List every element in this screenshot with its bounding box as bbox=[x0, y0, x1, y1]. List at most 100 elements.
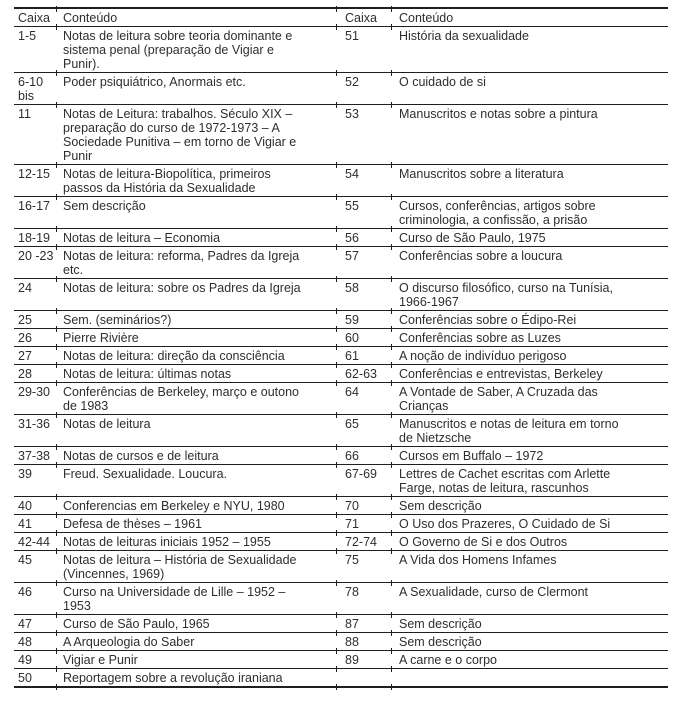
table-row: 40 Conferencias em Berkeley e NYU, 1980 70… bbox=[14, 493, 668, 515]
content-cell: Notas de leitura – História de Sexualida… bbox=[56, 547, 337, 583]
box-number-cell: 29-30 bbox=[18, 385, 50, 399]
box-number-cell: 64 bbox=[336, 379, 392, 415]
box-number-cell: 37-38 bbox=[18, 449, 50, 463]
table-row: 25 Sem. (seminários?) 59 Conferências sobre… bbox=[14, 307, 668, 329]
table-row: 42-44 Notas de leituras iniciais 1952 – 1… bbox=[14, 529, 668, 551]
table-row: 37-38 Notas de cursos e de leitura 66 Curso… bbox=[14, 443, 668, 465]
box-number-cell: 58 bbox=[336, 275, 392, 311]
content-cell: O Governo de Si e dos Outros bbox=[391, 529, 668, 551]
box-number-cell: 71 bbox=[336, 511, 392, 533]
box-number-cell: 31-36 bbox=[18, 417, 50, 431]
table-row: 49 Vigiar e Punir 89 A carne e o corpo bbox=[14, 647, 668, 669]
archive-table: Caixa Conteúdo Caixa Conteúdo 1-5 Notas d… bbox=[14, 5, 668, 689]
content-cell: Sem descrição bbox=[56, 193, 337, 229]
table-row: 1-5 Notas de leitura sobre teoria dominan… bbox=[14, 23, 668, 73]
content-cell: Freud. Sexualidade. Loucura. bbox=[56, 461, 337, 497]
box-number-cell: 88 bbox=[336, 629, 392, 651]
box-number-cell: 72-74 bbox=[336, 529, 392, 551]
box-number-cell: 16-17 bbox=[18, 199, 50, 213]
content-cell: Sem descrição bbox=[391, 493, 668, 515]
content-cell: Curso de São Paulo, 1965 bbox=[56, 611, 337, 633]
box-number-cell: 12-15 bbox=[18, 167, 50, 181]
table-row: 27 Notas de leitura: direção da consciênc… bbox=[14, 343, 668, 365]
table-row: 39 Freud. Sexualidade. Loucura. 67-69 Lettr… bbox=[14, 461, 668, 497]
box-number-cell: 48 bbox=[18, 635, 32, 649]
box-number-cell: 60 bbox=[336, 325, 392, 347]
content-cell: Manuscritos sobre a literatura bbox=[391, 161, 668, 197]
box-number-cell: 46 bbox=[18, 585, 32, 599]
box-number-cell: 49 bbox=[18, 653, 32, 667]
box-number-cell: 54 bbox=[336, 161, 392, 197]
box-number-cell: 70 bbox=[336, 493, 392, 515]
box-number-cell: 66 bbox=[336, 443, 392, 465]
box-number-cell: 28 bbox=[18, 367, 32, 381]
table-row: 20 -23 Notas de leitura: reforma, Padres … bbox=[14, 243, 668, 279]
box-number-cell: 27 bbox=[18, 349, 32, 363]
content-cell: Notas de leituras iniciais 1952 – 1955 bbox=[56, 529, 337, 551]
content-cell: Notas de leitura: últimas notas bbox=[56, 361, 337, 383]
content-cell: A Sexualidade, curso de Clermont bbox=[391, 579, 668, 615]
table-row: 12-15 Notas de leitura-Biopolítica, prime… bbox=[14, 161, 668, 197]
box-number-cell: 57 bbox=[336, 243, 392, 279]
content-cell: Pierre Rivière bbox=[56, 325, 337, 347]
content-cell: Notas de cursos e de leitura bbox=[56, 443, 337, 465]
content-cell: Cursos em Buffalo – 1972 bbox=[391, 443, 668, 465]
content-cell: Conferências sobre a loucura bbox=[391, 243, 668, 279]
content-cell: A Vontade de Saber, A Cruzada das Crianç… bbox=[391, 379, 668, 415]
content-cell: Defesa de thèses – 1961 bbox=[56, 511, 337, 533]
table-row: 31-36 Notas de leitura 65 Manuscritos e not… bbox=[14, 411, 668, 447]
content-cell: História da sexualidade bbox=[391, 23, 668, 73]
box-number-cell: 11 bbox=[18, 107, 31, 121]
content-cell: O Uso dos Prazeres, O Cuidado de Si bbox=[391, 511, 668, 533]
content-cell: Conferências sobre o Édipo-Rei bbox=[391, 307, 668, 329]
content-cell: Notas de leitura: sobre os Padres da Igr… bbox=[56, 275, 337, 311]
content-cell: Poder psiquiátrico, Anormais etc. bbox=[56, 69, 337, 105]
table-row: 16-17 Sem descrição 55 Cursos, conferências… bbox=[14, 193, 668, 229]
table-row: 28 Notas de leitura: últimas notas 62-63 Co… bbox=[14, 361, 668, 383]
box-number-cell: 47 bbox=[18, 617, 32, 631]
table-row: 45 Notas de leitura – História de Sexuali… bbox=[14, 547, 668, 583]
content-cell: Sem descrição bbox=[391, 611, 668, 633]
box-number-cell: 62-63 bbox=[336, 361, 392, 383]
content-cell: O discurso filosófico, curso na Tunísia,… bbox=[391, 275, 668, 311]
content-cell: Conferências e entrevistas, Berkeley bbox=[391, 361, 668, 383]
box-number-cell: 1-5 bbox=[18, 29, 37, 43]
content-cell: A Vida dos Homens Infames bbox=[391, 547, 668, 583]
content-cell: Cursos, conferências, artigos sobre crim… bbox=[391, 193, 668, 229]
box-number-cell: 65 bbox=[336, 411, 392, 447]
content-cell: Reportagem sobre a revolução iraniana bbox=[56, 665, 337, 689]
content-cell: Curso na Universidade de Lille – 1952 – … bbox=[56, 579, 337, 615]
content-cell bbox=[391, 665, 668, 689]
box-number-cell: 55 bbox=[336, 193, 392, 229]
box-number-cell: 53 bbox=[336, 101, 392, 165]
content-cell: Notas de leitura – Economia bbox=[56, 225, 337, 247]
content-cell: Notas de leitura sobre teoria dominante … bbox=[56, 23, 337, 73]
box-number-cell: 51 bbox=[336, 23, 392, 73]
box-number-cell bbox=[336, 665, 392, 689]
content-cell: Vigiar e Punir bbox=[56, 647, 337, 669]
box-number-cell: 40 bbox=[18, 499, 32, 513]
table-row: 6-10 bis Poder psiquiátrico, Anormais etc… bbox=[14, 69, 668, 105]
table-row: 48 A Arqueologia do Saber 88 Sem descrição bbox=[14, 629, 668, 651]
box-number-cell: 25 bbox=[18, 313, 32, 327]
content-cell: Sem. (seminários?) bbox=[56, 307, 337, 329]
box-number-cell: 6-10 bis bbox=[18, 75, 44, 103]
table-row: 50 Reportagem sobre a revolução iraniana bbox=[14, 665, 668, 689]
box-number-cell: 52 bbox=[336, 69, 392, 105]
content-cell: Notas de leitura bbox=[56, 411, 337, 447]
box-number-cell: 42-44 bbox=[18, 535, 50, 549]
header-conteudo-right: Conteúdo bbox=[391, 5, 668, 27]
content-cell: Conferências sobre as Luzes bbox=[391, 325, 668, 347]
table-row: 24 Notas de leitura: sobre os Padres da I… bbox=[14, 275, 668, 311]
box-number-cell: 18-19 bbox=[18, 231, 50, 245]
content-cell: Conferencias em Berkeley e NYU, 1980 bbox=[56, 493, 337, 515]
box-number-cell: 75 bbox=[336, 547, 392, 583]
table-row: 26 Pierre Rivière 60 Conferências sobre as … bbox=[14, 325, 668, 347]
header-caixa-right: Caixa bbox=[336, 5, 392, 27]
box-number-cell: 59 bbox=[336, 307, 392, 329]
box-number-cell: 26 bbox=[18, 331, 32, 345]
table-header: Caixa Conteúdo Caixa Conteúdo bbox=[14, 5, 668, 27]
content-cell: Lettres de Cachet escritas com Arlette F… bbox=[391, 461, 668, 497]
header-conteudo-left: Conteúdo bbox=[56, 5, 337, 27]
